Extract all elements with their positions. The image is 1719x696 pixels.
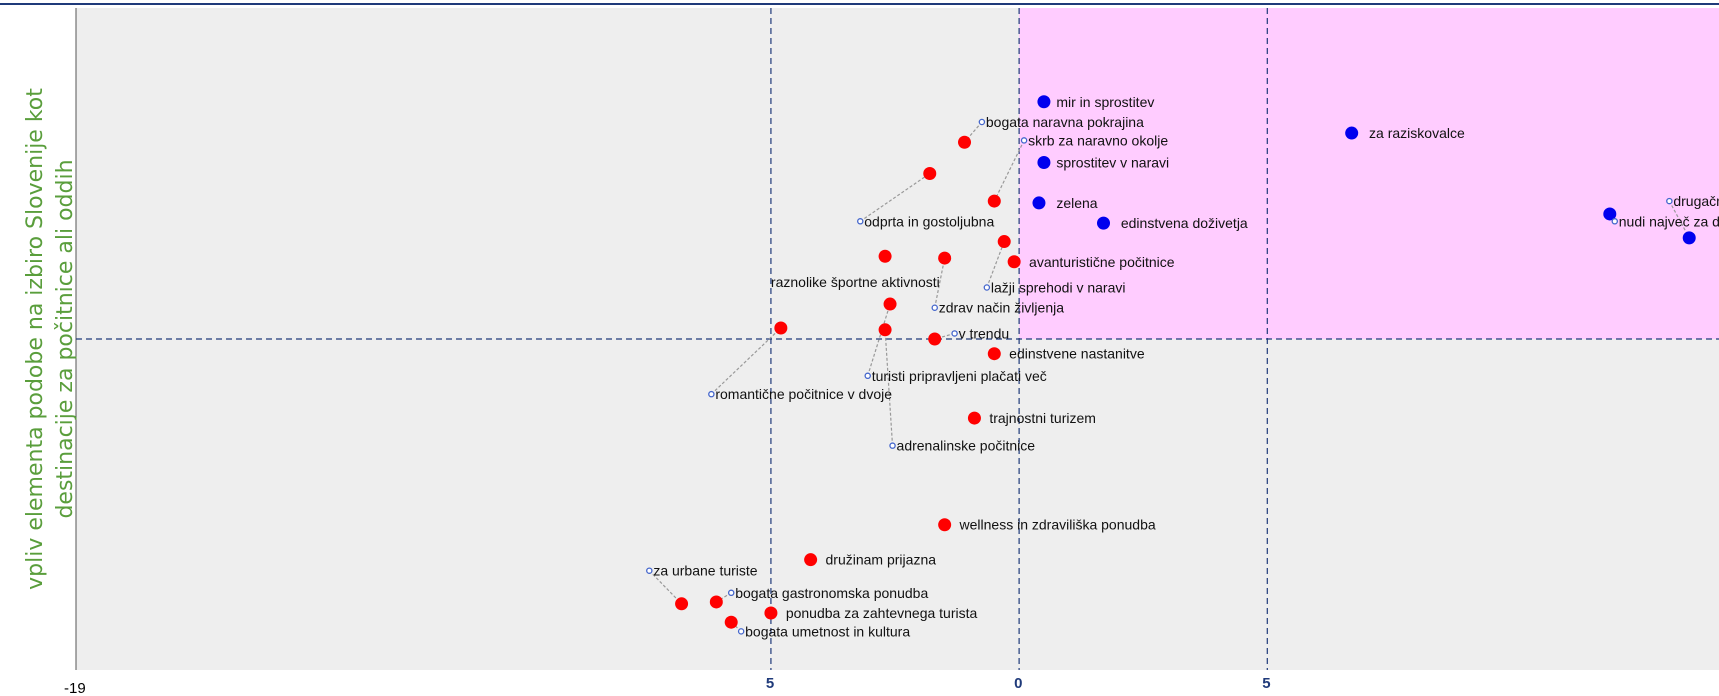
leader-line-2 xyxy=(859,173,931,222)
blue-point-1 xyxy=(1037,155,1051,169)
point-label-3: sprostitev v naravi xyxy=(1056,154,1169,170)
red-point-15 xyxy=(675,597,689,611)
red-point-14 xyxy=(804,553,818,567)
blue-point-3 xyxy=(1096,216,1110,230)
red-point-8 xyxy=(774,321,788,335)
label-anchor-point-22 xyxy=(646,567,653,574)
point-label-7: za raziskovalce xyxy=(1369,125,1465,141)
point-label-25: bogata umetnost in kultura xyxy=(745,623,910,639)
point-label-6: edinstvena doživetja xyxy=(1121,215,1248,231)
label-anchor-point-17 xyxy=(708,390,715,398)
label-anchor-point-2 xyxy=(1020,137,1028,144)
label-anchor-point-9 xyxy=(1611,218,1619,225)
blue-point-2 xyxy=(1032,196,1046,210)
point-label-14: v trendu xyxy=(959,325,1010,341)
y-axis-label-line-1: vpliv elementa podobe na izbiro Slovenij… xyxy=(23,88,48,590)
point-label-19: adrenalinske počitnice xyxy=(897,438,1036,454)
point-label-4: zelena xyxy=(1056,195,1097,211)
leader-line-10 xyxy=(884,329,894,446)
red-point-6 xyxy=(1007,255,1021,269)
red-point-3 xyxy=(997,235,1011,249)
red-point-13 xyxy=(938,518,952,532)
red-point-9 xyxy=(878,323,892,337)
label-anchor-point-23 xyxy=(727,589,735,597)
red-point-17 xyxy=(764,606,778,620)
red-point-10 xyxy=(928,332,942,346)
point-label-20: wellness in zdraviliška ponudba xyxy=(959,517,1156,533)
point-label-8: drugačna od množičnega turizma xyxy=(1673,193,1719,209)
leader-line-9 xyxy=(710,327,782,395)
red-point-16 xyxy=(709,595,723,609)
leader-line-6 xyxy=(934,257,946,308)
blue-point-4 xyxy=(1345,126,1359,140)
blue-point-0 xyxy=(1037,95,1051,109)
blue-point-6 xyxy=(1682,231,1696,245)
point-label-24: ponudba za zahtevnega turista xyxy=(786,605,978,621)
label-anchor-point-13 xyxy=(931,304,938,311)
red-point-7 xyxy=(883,297,897,311)
x-tick-label-2: 0 xyxy=(1014,675,1022,692)
label-anchor-point-14 xyxy=(951,330,958,337)
point-label-13: zdrav način življenja xyxy=(939,300,1064,316)
x-tick-label-3: 5 xyxy=(1262,675,1270,692)
red-point-1 xyxy=(923,167,937,180)
point-label-22: za urbane turiste xyxy=(653,563,757,579)
x-tick-label-1: 5 xyxy=(766,675,774,692)
point-label-18: trajnostni turizem xyxy=(989,410,1096,426)
point-label-0: mir in sprostitev xyxy=(1056,94,1154,110)
point-label-12: lažji sprehodi v naravi xyxy=(991,280,1126,296)
label-anchor-point-8 xyxy=(1666,197,1673,205)
red-point-12 xyxy=(967,411,981,425)
label-anchor-point-12 xyxy=(983,284,991,291)
leader-line-5 xyxy=(986,241,1005,288)
blue-point-5 xyxy=(1603,207,1617,221)
highlight-region xyxy=(1019,8,1719,339)
label-anchor-point-19 xyxy=(889,442,896,449)
point-label-9: nudi največ za denar xyxy=(1619,213,1719,229)
point-label-10: avanturistične počitnice xyxy=(1029,254,1175,270)
point-label-5: odprta in gostoljubna xyxy=(864,213,994,229)
x-tick-label-0: -19 xyxy=(64,680,86,696)
leader-line-1 xyxy=(993,140,1025,202)
label-anchor-point-1 xyxy=(978,118,986,126)
leader-line-8 xyxy=(867,303,891,376)
label-anchor-point-25 xyxy=(737,628,745,635)
point-label-15: edinstvene nastanitve xyxy=(1009,346,1145,362)
red-point-2 xyxy=(987,194,1001,208)
point-label-21: družinam prijazna xyxy=(826,552,937,568)
point-label-1: bogata naravna pokrajina xyxy=(986,114,1144,130)
y-axis-label-line-2: destinacije za počitnice ali oddih xyxy=(53,159,78,518)
label-anchor-point-16 xyxy=(864,372,871,380)
point-label-23: bogata gastronomska ponudba xyxy=(735,585,928,601)
red-point-4 xyxy=(878,249,892,263)
point-label-17: romantične počitnice v dvoje xyxy=(715,386,892,402)
point-label-16: turisti pripravljeni plačati več xyxy=(872,368,1047,384)
red-point-11 xyxy=(987,347,1001,361)
point-label-11: raznolike športne aktivnosti xyxy=(771,274,940,290)
leader-line-3 xyxy=(1668,200,1690,239)
label-anchor-point-5 xyxy=(857,218,864,225)
red-point-0 xyxy=(958,135,972,149)
leader-line-11 xyxy=(648,570,683,605)
red-point-5 xyxy=(938,251,952,265)
point-label-2: skrb za naravno okolje xyxy=(1028,132,1168,148)
red-point-18 xyxy=(724,615,738,629)
